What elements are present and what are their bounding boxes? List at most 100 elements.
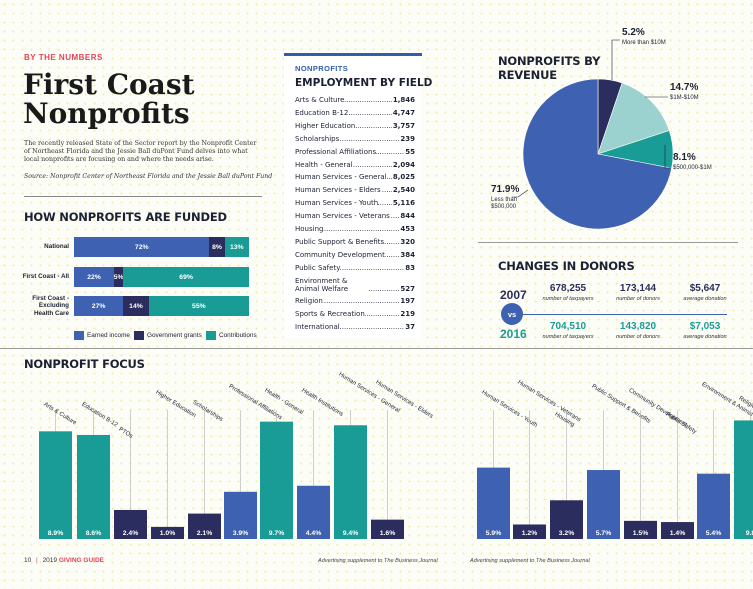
page-title-line1: First Coast xyxy=(23,68,195,101)
legend-label: Earned income xyxy=(87,332,130,339)
pie-desc-label: $500,000-$1M xyxy=(673,165,712,171)
focus-bar xyxy=(39,431,72,539)
pie-value-label: 5.2% xyxy=(622,27,645,38)
employment-field-label: Public Support & Benefits xyxy=(295,237,385,246)
focus-bar-group: 2.4% PTOs xyxy=(114,410,147,539)
funding-legend-item: Contributions xyxy=(206,331,257,340)
footer-left: 10 | 2019 GIVING GUIDE xyxy=(24,557,104,564)
employment-field-label: Public Safety xyxy=(295,263,341,272)
employment-field-value: 320 xyxy=(399,237,415,246)
focus-bar xyxy=(587,470,620,539)
focus-bar xyxy=(77,434,110,539)
legend-swatch xyxy=(74,331,84,340)
source-note: Source: Nonprofit Center of Northeast Fl… xyxy=(24,173,273,180)
focus-bar-group: 9.4%Human Services - General xyxy=(334,372,401,539)
focus-bar-value: 9.8 xyxy=(746,530,753,537)
pie-desc-label: $1M-$10M xyxy=(670,95,699,101)
focus-bar xyxy=(550,500,583,539)
employment-field-label: Professional Affiliations xyxy=(295,147,377,156)
taxpayers-2007: 678,255 xyxy=(549,283,587,294)
pie-value-label: 8.1% xyxy=(673,152,696,163)
employment-field-value: 5,116 xyxy=(391,199,415,208)
employment-field-label: Human Services - Youth xyxy=(295,199,379,208)
focus-bar-value: 9.4% xyxy=(343,530,359,537)
employment-field-label: Education B-12 xyxy=(295,108,349,117)
leader-dots: ........................................… xyxy=(295,108,415,117)
footer-separator: | xyxy=(36,557,38,564)
employment-row: ........................................… xyxy=(295,186,415,196)
employment-field-value: 219 xyxy=(399,310,415,318)
focus-bar-group: 5.9%Human Services - Youth xyxy=(477,390,538,539)
focus-bar-value: 1.5% xyxy=(633,530,649,537)
employment-row: ........................................… xyxy=(295,250,415,261)
focus-bar xyxy=(297,485,330,539)
legend-swatch xyxy=(134,331,144,340)
employment-field-value: 37 xyxy=(404,322,415,331)
funding-segment-contrib: 13% xyxy=(224,237,249,257)
employment-field-label: Community Development xyxy=(295,250,385,259)
employment-field-value: 527 xyxy=(399,284,415,293)
focus-bar-value: 5.7% xyxy=(596,530,612,537)
employment-field-label: Human Services - Elders xyxy=(295,186,381,195)
focus-bar-value: 1.2% xyxy=(522,530,538,537)
focus-category-label: Education B-12 xyxy=(80,402,119,429)
focus-bar xyxy=(260,421,293,539)
leader-dots: ........................................… xyxy=(295,225,415,233)
avg-sub: average donation xyxy=(683,296,727,302)
page-title: First Coast Nonprofits xyxy=(23,70,195,128)
focus-bar-group: 5.7% Public Support & Benefits xyxy=(587,384,651,539)
focus-bar xyxy=(661,522,694,539)
focus-bar-value: 1.0% xyxy=(160,530,176,537)
employment-field-label: Human Services - General xyxy=(295,173,387,182)
pie-desc-label: More than $10M xyxy=(622,40,666,46)
focus-bar-value: 3.2% xyxy=(559,530,575,537)
section-kicker: BY THE NUMBERS xyxy=(24,53,103,62)
supplement-right: Advertising supplement to The Business J… xyxy=(470,558,590,564)
employment-field-label: Human Services - Veterans xyxy=(295,212,390,221)
focus-bar-value: 2.1% xyxy=(197,530,213,537)
pie-leader-line xyxy=(611,39,620,80)
funding-segment-contrib: 69% xyxy=(123,267,249,287)
employment-field-label: Religion xyxy=(295,297,323,306)
employment-row: ........................................… xyxy=(295,121,415,132)
employment-row: ........................................… xyxy=(295,173,415,183)
employment-row: ........................................… xyxy=(295,310,415,320)
avg-2007: $5,647 xyxy=(689,283,721,294)
employment-row: ........................................… xyxy=(295,160,415,171)
revenue-title-line1: NONPROFITS BY xyxy=(498,54,601,68)
funding-segment-gov: 5% xyxy=(114,267,124,287)
employment-row: ........................................… xyxy=(295,263,415,274)
revenue-title: NONPROFITS BY REVENUE xyxy=(498,54,600,82)
vs-badge: vs xyxy=(501,303,523,325)
focus-bar xyxy=(151,526,184,539)
legend-label: Contributions xyxy=(219,332,257,339)
funding-segment-contrib: 55% xyxy=(148,296,249,316)
employment-row: ........................................… xyxy=(295,199,415,209)
employment-field-label: International xyxy=(295,322,340,331)
employment-field-label: Environment & Animal Welfare xyxy=(295,276,369,293)
employment-kicker: NONPROFITS xyxy=(295,64,349,73)
focus-bar xyxy=(334,425,367,539)
employment-field-value: 197 xyxy=(399,297,415,306)
focus-bar-value: 8.6% xyxy=(86,530,102,537)
leader-dots: ........................................… xyxy=(295,121,415,130)
avg-2016: $7,053 xyxy=(689,321,721,332)
funding-segment-earned: 22% xyxy=(74,267,115,287)
focus-bar xyxy=(624,520,657,539)
funding-legend-item: Earned income xyxy=(74,331,130,340)
employment-field-value: 384 xyxy=(399,250,415,259)
employment-field-label: Arts & Culture xyxy=(295,96,345,104)
employment-field-label: Health - General xyxy=(295,160,353,169)
avg-sub: average donation xyxy=(683,334,727,340)
focus-category-label: Higher Education xyxy=(154,390,196,419)
focus-bar xyxy=(477,467,510,539)
focus-bar-value: 5.9% xyxy=(486,530,502,537)
funding-segment-gov: 8% xyxy=(209,237,225,257)
donors-2016: 143,820 xyxy=(619,321,657,332)
funding-segment-earned: 72% xyxy=(74,237,210,257)
revenue-pie-chart xyxy=(512,39,674,230)
focus-category-label: Professional Affiliations xyxy=(227,384,282,422)
page-title-line2: Nonprofits xyxy=(23,97,190,130)
employment-field-value: 3,757 xyxy=(391,121,415,130)
focus-bar-value: 4.4% xyxy=(306,530,322,537)
